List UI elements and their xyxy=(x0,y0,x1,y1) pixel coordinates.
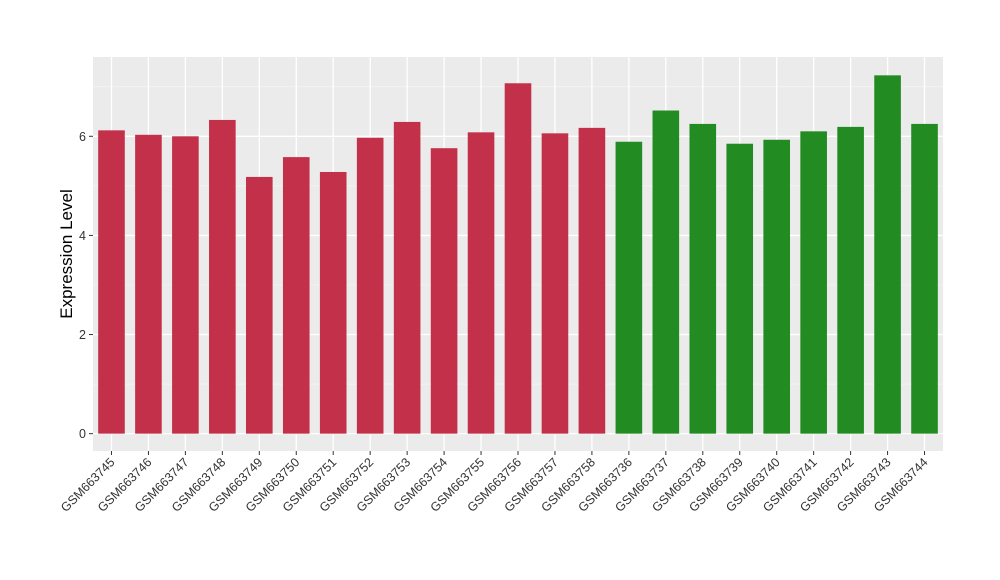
bar-GSM663755 xyxy=(467,132,495,434)
bar-GSM663747 xyxy=(172,136,199,434)
bar-GSM663756 xyxy=(504,83,532,434)
bar-GSM663752 xyxy=(356,137,384,434)
bar-GSM663748 xyxy=(209,119,236,434)
y-tick-label: 0 xyxy=(79,427,86,441)
bar-GSM663742 xyxy=(837,126,864,434)
x-axis: GSM663745GSM663746GSM663747GSM663748GSM6… xyxy=(58,451,931,515)
bar-GSM663738 xyxy=(689,123,717,434)
bar-GSM663744 xyxy=(911,123,938,434)
y-tick-label: 4 xyxy=(79,229,86,243)
bar-GSM663743 xyxy=(874,75,901,434)
bar-GSM663750 xyxy=(282,157,310,434)
bar-GSM663741 xyxy=(800,131,827,434)
bar-GSM663737 xyxy=(652,110,680,434)
bar-GSM663757 xyxy=(541,133,569,434)
bar-GSM663739 xyxy=(726,143,754,434)
bar-GSM663751 xyxy=(319,171,347,434)
bar-GSM663745 xyxy=(98,130,125,434)
bar-GSM663758 xyxy=(578,127,606,434)
y-axis-title: Expression Level xyxy=(57,189,76,318)
y-axis: 0 2 4 6 xyxy=(79,130,93,441)
bars xyxy=(98,75,938,434)
bar-GSM663754 xyxy=(430,148,458,434)
bar-GSM663753 xyxy=(393,121,421,434)
bar-GSM663740 xyxy=(763,139,790,434)
y-tick-label: 6 xyxy=(79,130,86,144)
y-tick-label: 2 xyxy=(79,328,86,342)
bar-GSM663746 xyxy=(135,134,162,434)
bar-GSM663736 xyxy=(615,141,643,434)
bar-GSM663749 xyxy=(246,176,273,434)
